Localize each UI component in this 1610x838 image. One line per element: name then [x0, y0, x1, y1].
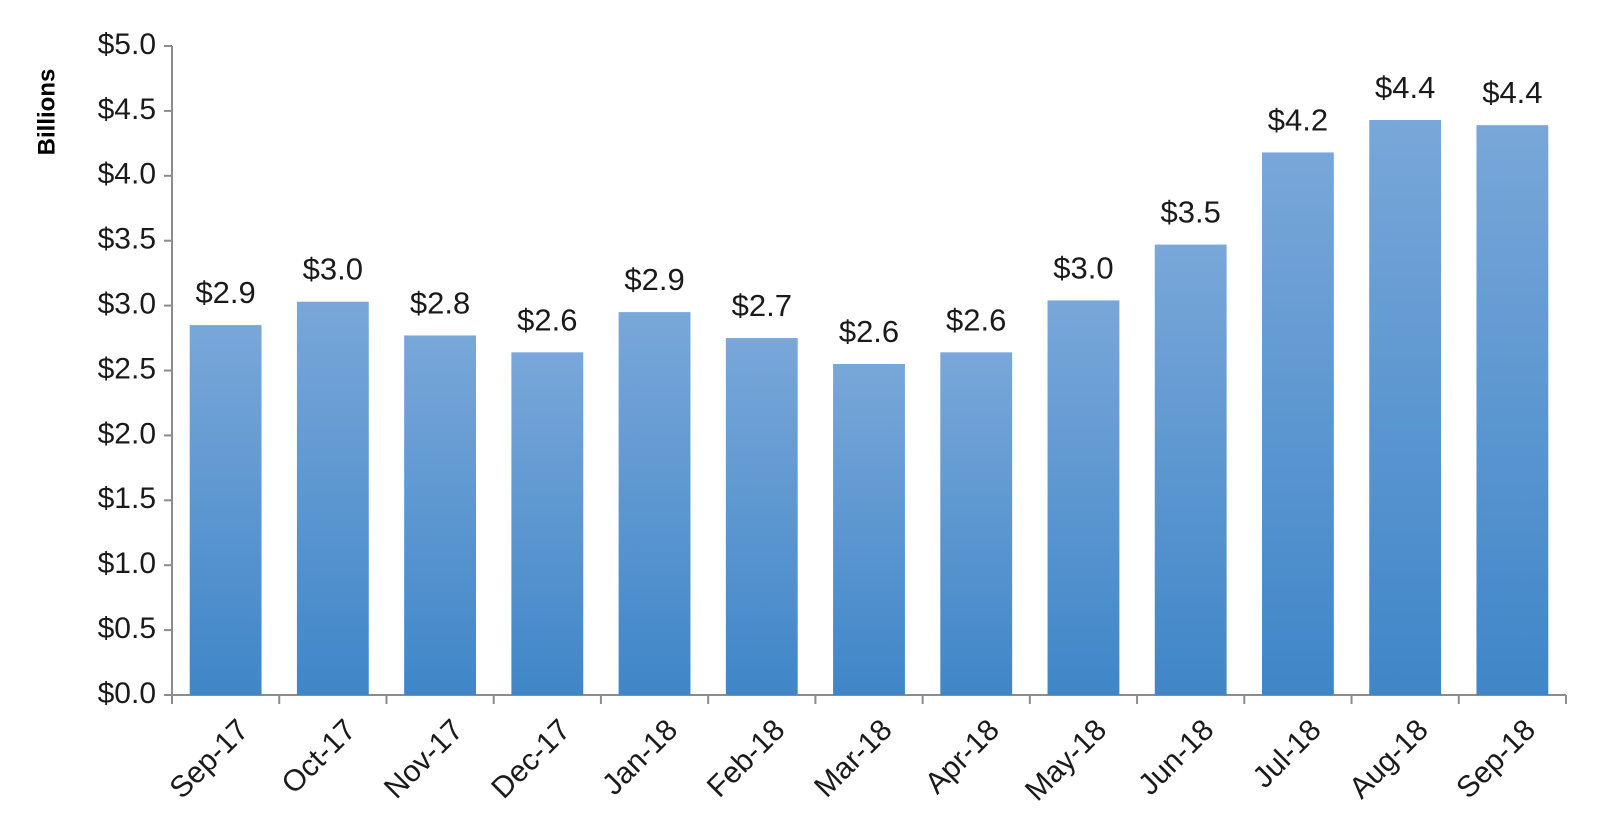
- bar: [1154, 244, 1227, 695]
- y-tick-label: $1.0: [98, 547, 156, 580]
- y-tick-label: $2.5: [98, 352, 156, 385]
- data-label: $3.0: [1053, 250, 1113, 285]
- bar: [404, 335, 476, 695]
- y-tick-label: $0.0: [98, 677, 156, 710]
- data-label: $2.6: [517, 302, 577, 337]
- data-label: $3.5: [1161, 195, 1221, 230]
- x-tick-label: Sep-17: [164, 713, 256, 805]
- bar: [1047, 300, 1120, 695]
- data-label: $2.9: [195, 275, 255, 310]
- x-tick-label: Apr-18: [919, 713, 1006, 800]
- x-tick-label: Jun-18: [1132, 713, 1220, 801]
- x-tick-label: Sep-18: [1450, 713, 1542, 805]
- x-tick-label: Mar-18: [808, 713, 899, 804]
- bar: [1476, 125, 1549, 696]
- data-labels: $2.9 $3.0 $2.8 $2.6 $2.9 $2.7 $2.6 $2.6 $3.0 $3.5…: [195, 70, 1542, 349]
- data-label: $2.8: [410, 285, 470, 320]
- bar: [1369, 119, 1442, 695]
- bar: [296, 301, 369, 695]
- data-label: $2.6: [946, 302, 1006, 337]
- bar: [618, 312, 691, 695]
- x-tick-label: Oct-17: [276, 713, 363, 800]
- bar: [189, 325, 262, 695]
- data-label: $4.4: [1375, 70, 1435, 105]
- y-tick-label: $2.0: [98, 417, 156, 450]
- bar: [1262, 152, 1334, 695]
- bar: [511, 352, 584, 695]
- x-tick-label: Feb-18: [701, 713, 792, 804]
- data-label: $2.7: [732, 288, 792, 323]
- y-tick-label: $1.5: [98, 482, 156, 515]
- y-tick-label: $3.0: [98, 288, 156, 321]
- y-tick-label: $5.0: [98, 28, 156, 61]
- data-label: $4.2: [1268, 102, 1328, 137]
- x-tick-label: May-18: [1019, 713, 1113, 807]
- bars: [189, 119, 1549, 696]
- y-tick-label: $4.0: [98, 158, 156, 191]
- data-label: $3.0: [303, 252, 363, 287]
- data-label: $4.4: [1482, 75, 1542, 110]
- data-label: $2.9: [624, 262, 684, 297]
- y-axis: $0.0 $0.5 $1.0 $1.5 $2.0 $2.5 $3.0 $3.5 $4.0 $4.5…: [98, 28, 173, 710]
- bar: [833, 364, 905, 695]
- bar: [940, 352, 1013, 695]
- y-axis-title: Billions: [33, 69, 60, 156]
- x-tick-label: Aug-18: [1343, 713, 1435, 805]
- y-tick-label: $4.5: [98, 93, 156, 126]
- data-label: $2.6: [839, 314, 899, 349]
- x-tick-label: Jul-18: [1246, 713, 1327, 794]
- y-tick-label: $3.5: [98, 223, 156, 256]
- x-tick-label: Jan-18: [596, 713, 684, 801]
- x-tick-label: Nov-17: [378, 713, 470, 805]
- y-tick-label: $0.5: [98, 612, 156, 645]
- x-axis: Sep-17 Oct-17 Nov-17 Dec-17 Jan-18 Feb-18 Mar-…: [164, 694, 1567, 807]
- x-tick-label: Dec-17: [485, 713, 577, 805]
- bar: [725, 338, 798, 695]
